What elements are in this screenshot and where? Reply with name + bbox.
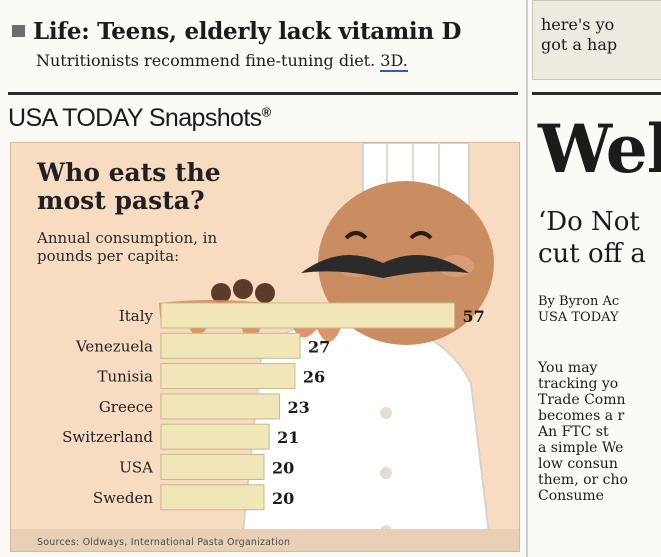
teaser[interactable]: Life: Teens, elderly lack vitamin D Nutr… (12, 18, 512, 72)
bar-switzerland (160, 423, 270, 450)
story-deck[interactable]: ‘Do Not cut off a (538, 206, 646, 270)
bar-greece (160, 393, 280, 420)
bar-tunisia (160, 363, 296, 390)
category-label: Switzerland (62, 428, 153, 446)
story-body-line: becomes a r (538, 408, 625, 424)
chart-subtitle-line: pounds per capita: (37, 247, 180, 265)
chart-title-line: Who eats the (37, 158, 221, 187)
column-divider (526, 0, 528, 557)
coat-button (380, 467, 392, 479)
big-headline[interactable]: Wel (538, 110, 661, 188)
section-rule (8, 92, 518, 95)
byline: By Byron Ac USA TODAY (538, 294, 619, 326)
teaser-headline-row: Life: Teens, elderly lack vitamin D (12, 18, 512, 45)
byline-outlet: USA TODAY (538, 310, 619, 325)
teaser-subline: Nutritionists recommend fine-tuning diet… (36, 51, 512, 72)
chef-eye (409, 231, 433, 240)
value-label: 27 (308, 337, 330, 356)
snapshot-column: Life: Teens, elderly lack vitamin D Nutr… (8, 18, 520, 552)
value-label: 20 (272, 489, 294, 508)
square-bullet-icon (12, 25, 25, 37)
chart-subtitle-line: Annual consumption, in (37, 229, 218, 247)
category-label: USA (119, 459, 153, 477)
coat-button (380, 407, 392, 419)
bar-chart: Italy 57 Venezuela 27 Tunisia 26 Greece 23 Switz… (62, 302, 485, 511)
chart-panel: Who eats the most pasta? Annual consumpti… (10, 142, 520, 552)
chart-subtitle: Annual consumption, in pounds per capita: (37, 229, 217, 265)
story-body-line: low consun (538, 456, 618, 472)
chef-hand (211, 283, 231, 303)
teaser-sub-text: Nutritionists recommend fine-tuning diet… (36, 51, 376, 70)
news-column: here's yo got a hap Wel ‘Do Not cut off … (532, 0, 661, 557)
chef-eye (344, 231, 368, 240)
value-label: 23 (287, 398, 309, 417)
registered-mark: ® (261, 104, 272, 120)
story-body-line: An FTC st (538, 424, 609, 440)
category-label: Tunisia (97, 368, 153, 386)
bar-usa (160, 454, 265, 480)
mustache (301, 255, 469, 278)
story-body-line: Consume (538, 488, 604, 504)
bar-sweden (160, 484, 265, 511)
bar-venezuela (160, 332, 301, 359)
chef-hand (255, 283, 275, 303)
section-ref-link[interactable]: 3D. (380, 51, 408, 72)
story-body-line: Trade Comn (538, 392, 626, 408)
value-label: 21 (277, 428, 299, 447)
promo-box[interactable]: here's yo got a hap (532, 0, 661, 80)
chart-title: Who eats the most pasta? (37, 159, 221, 215)
snapshots-label-text: USA TODAY Snapshots (8, 104, 262, 132)
category-label: Italy (119, 307, 154, 325)
story-body: You may tracking yo Trade Comn becomes a r … (538, 360, 628, 504)
promo-line: here's yo (541, 15, 615, 34)
value-label: 20 (272, 459, 294, 478)
chef-hand (233, 279, 253, 299)
value-label: 26 (303, 368, 325, 387)
teaser-headline[interactable]: Life: Teens, elderly lack vitamin D (33, 18, 462, 45)
source-strip (11, 529, 519, 551)
bar-italy (160, 302, 456, 329)
category-label: Greece (99, 398, 153, 416)
promo-line: got a hap (541, 35, 618, 54)
story-body-line: a simple We (538, 440, 624, 456)
value-label: 57 (463, 307, 485, 326)
byline-name: By Byron Ac (538, 294, 620, 309)
deck-line: cut off a (538, 239, 646, 269)
deck-line: ‘Do Not (538, 207, 640, 237)
chart-source: Sources: Oldways, International Pasta Or… (37, 537, 291, 548)
snapshots-label: USA TODAY Snapshots® (8, 104, 271, 133)
story-body-line: tracking yo (538, 376, 619, 392)
story-body-line: You may (538, 360, 598, 376)
category-label: Sweden (93, 489, 153, 507)
chart-title-line: most pasta? (37, 186, 205, 215)
promo-text: here's yo got a hap (541, 15, 617, 55)
story-body-line: them, or cho (538, 472, 628, 488)
section-rule (532, 92, 661, 95)
category-label: Venezuela (75, 337, 153, 355)
